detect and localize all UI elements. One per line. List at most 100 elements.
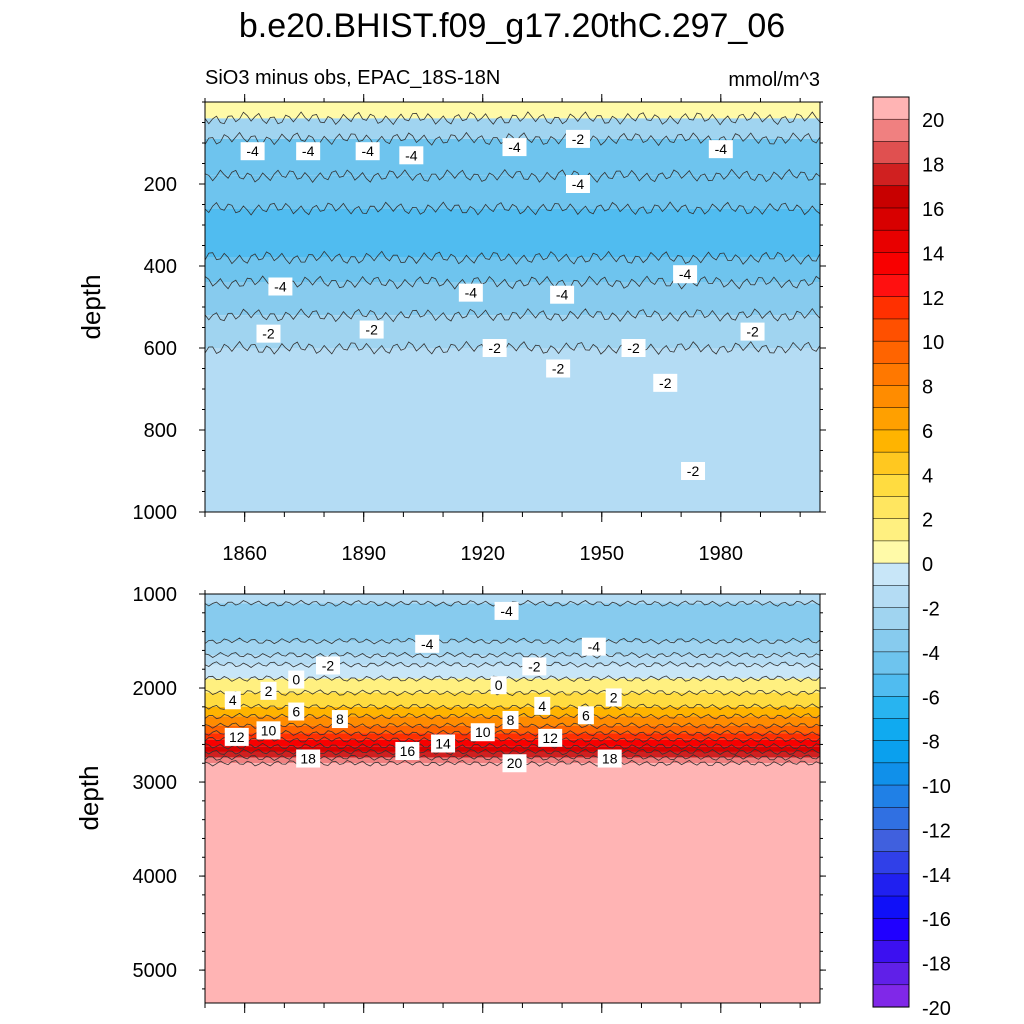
contour-band bbox=[205, 257, 820, 283]
y-tick-label: 5000 bbox=[133, 960, 178, 982]
contour-line bbox=[205, 250, 820, 265]
colorbar-swatch bbox=[872, 340, 910, 364]
contour-label: -4 bbox=[581, 637, 606, 656]
contour-label-bg bbox=[431, 734, 456, 753]
contour-label-bg bbox=[482, 339, 507, 357]
contour-label-text: 18 bbox=[602, 751, 618, 767]
colorbar-swatch bbox=[872, 540, 910, 564]
contour-label-text: -4 bbox=[500, 603, 513, 619]
contour-label: -4 bbox=[458, 283, 483, 302]
contour-label: -4 bbox=[268, 277, 293, 296]
contour-label: 4 bbox=[224, 691, 241, 710]
contour-label-bg bbox=[494, 601, 519, 620]
contour-label-text: 4 bbox=[229, 692, 237, 708]
colorbar-label: 16 bbox=[922, 199, 944, 221]
contour-label-bg bbox=[681, 462, 706, 480]
contour-label-text: 20 bbox=[507, 755, 523, 771]
contour-label-bg bbox=[502, 710, 519, 729]
contour-label-text: -2 bbox=[528, 658, 541, 674]
colorbar-label: 6 bbox=[922, 421, 933, 443]
colorbar-swatch bbox=[872, 829, 910, 853]
contour-label: -2 bbox=[565, 129, 590, 148]
colorbar-swatch bbox=[872, 118, 910, 142]
contour-band bbox=[205, 348, 820, 512]
contour-label-text: -2 bbox=[262, 326, 275, 342]
upper-panel: -4 -4 -4 -4 -4 -2 -4 -4 -4 -4 -4 -4 -2 -2 -2 -2 -2 -2 -2 -2… bbox=[133, 94, 826, 565]
contour-label: -4 bbox=[708, 140, 733, 159]
contour-band bbox=[205, 678, 820, 693]
colorbar-swatch bbox=[872, 96, 910, 120]
colorbar-swatch bbox=[872, 585, 910, 609]
contour-line bbox=[205, 599, 820, 607]
contour-label-bg bbox=[565, 175, 590, 193]
y-tick-label: 600 bbox=[144, 338, 177, 360]
contour-band bbox=[205, 655, 820, 665]
x-tick-label: 1920 bbox=[460, 543, 505, 565]
contour-label-bg bbox=[522, 657, 547, 676]
contour-label-bg bbox=[296, 749, 321, 768]
contour-label-text: 10 bbox=[475, 724, 491, 740]
contour-label-bg bbox=[502, 754, 527, 773]
contour-label-text: 6 bbox=[582, 707, 590, 723]
contour-label-bg bbox=[224, 727, 249, 746]
contour-label-text: 18 bbox=[300, 751, 316, 767]
contour-label: -2 bbox=[546, 359, 571, 378]
colorbar-swatch bbox=[872, 740, 910, 764]
contour-label-bg bbox=[581, 637, 606, 656]
colorbar-swatch bbox=[872, 252, 910, 276]
contour-label-bg bbox=[256, 721, 281, 740]
colorbar-label: 12 bbox=[922, 288, 944, 310]
contour-label-bg bbox=[565, 129, 590, 148]
contour-label-bg bbox=[502, 138, 527, 157]
contour-label-text: 6 bbox=[292, 704, 300, 720]
colorbar-swatch bbox=[872, 718, 910, 742]
contour-label: -4 bbox=[494, 601, 519, 620]
contour-label: -4 bbox=[355, 142, 380, 161]
colorbar-swatch bbox=[872, 518, 910, 542]
contour-band bbox=[205, 208, 820, 258]
colorbar-label: -14 bbox=[922, 865, 951, 887]
contour-label: 10 bbox=[470, 723, 495, 742]
colorbar-label: -20 bbox=[922, 998, 951, 1020]
contour-label-bg bbox=[653, 373, 678, 392]
x-tick-label: 1950 bbox=[580, 543, 625, 565]
contour-label-text: 8 bbox=[336, 711, 344, 727]
contour-line bbox=[205, 637, 820, 645]
contour-band bbox=[205, 739, 820, 747]
contour-label: -4 bbox=[240, 142, 265, 161]
contour-label-bg bbox=[597, 749, 622, 768]
upper-ylabel: depth bbox=[76, 274, 106, 339]
contour-line bbox=[205, 651, 820, 659]
colorbar-label: 10 bbox=[922, 332, 944, 354]
contour-label-bg bbox=[224, 691, 241, 710]
units-label: mmol/m^3 bbox=[728, 69, 820, 91]
contour-label-text: -4 bbox=[465, 285, 478, 301]
colorbar-swatch bbox=[872, 762, 910, 786]
contour-label-bg bbox=[605, 688, 622, 707]
contour-label-bg bbox=[395, 742, 420, 761]
contour-label-text: 14 bbox=[435, 735, 451, 751]
contour-label-text: 8 bbox=[507, 712, 515, 728]
y-tick-label: 400 bbox=[144, 256, 177, 278]
contour-label-bg bbox=[673, 265, 698, 284]
contour-label: 12 bbox=[224, 727, 249, 746]
contour-band bbox=[205, 102, 820, 119]
contour-label: -2 bbox=[621, 339, 646, 357]
contour-band bbox=[205, 763, 820, 1003]
y-tick-label: 3000 bbox=[133, 772, 178, 794]
contour-label-text: 2 bbox=[610, 689, 618, 705]
contour-band bbox=[205, 733, 820, 740]
contour-label-text: 2 bbox=[265, 683, 273, 699]
contour-line bbox=[205, 275, 820, 290]
colorbar-swatch bbox=[872, 806, 910, 830]
contour-label-text: 10 bbox=[261, 722, 277, 738]
colorbar-label: -16 bbox=[922, 909, 951, 931]
contour-band bbox=[205, 315, 820, 348]
contour-label: 18 bbox=[296, 749, 321, 768]
contour-label-bg bbox=[621, 339, 646, 357]
colorbar-swatch bbox=[872, 562, 910, 586]
contour-label-text: 16 bbox=[400, 743, 416, 759]
contour-label: 6 bbox=[577, 706, 594, 725]
colorbar-swatch bbox=[872, 696, 910, 720]
